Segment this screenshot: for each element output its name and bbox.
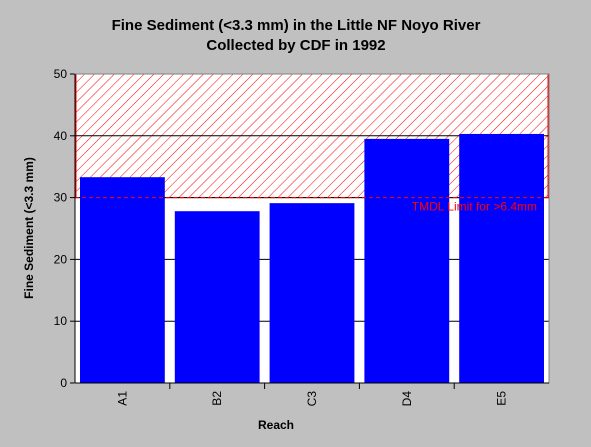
threshold-label: TMDL Limit for >6.4mm	[412, 200, 537, 214]
bars	[80, 133, 544, 383]
bar-c3	[269, 203, 355, 383]
y-tick-label: 50	[54, 67, 68, 81]
x-tick-label: C3	[305, 391, 319, 407]
y-tick-label: 20	[54, 252, 68, 266]
y-tick-label: 0	[60, 376, 67, 390]
x-axis-label: Reach	[258, 418, 294, 432]
x-tick-label: E5	[495, 391, 509, 406]
y-axis-ticks: 0 10 20 30 40 50	[54, 67, 75, 390]
x-tick-label: B2	[210, 391, 224, 406]
y-axis-label: Fine Sediment (<3.3 mm)	[22, 157, 36, 299]
x-axis-ticks: A1 B2 C3 D4 E5	[115, 383, 509, 407]
chart-subtitle: Collected by CDF in 1992	[206, 37, 385, 54]
chart-title: Fine Sediment (<3.3 mm) in the Little NF…	[112, 17, 481, 34]
bar-a1	[80, 177, 165, 383]
y-tick-label: 40	[54, 129, 68, 143]
x-tick-label: A1	[115, 391, 129, 406]
bar-b2	[174, 211, 260, 383]
y-tick-label: 30	[54, 191, 68, 205]
threshold-line-group: TMDL Limit for >6.4mm	[75, 197, 549, 214]
y-tick-label: 10	[54, 314, 68, 328]
bar-e5	[459, 133, 544, 383]
x-tick-label: D4	[400, 391, 414, 407]
bar-d4	[364, 138, 450, 383]
